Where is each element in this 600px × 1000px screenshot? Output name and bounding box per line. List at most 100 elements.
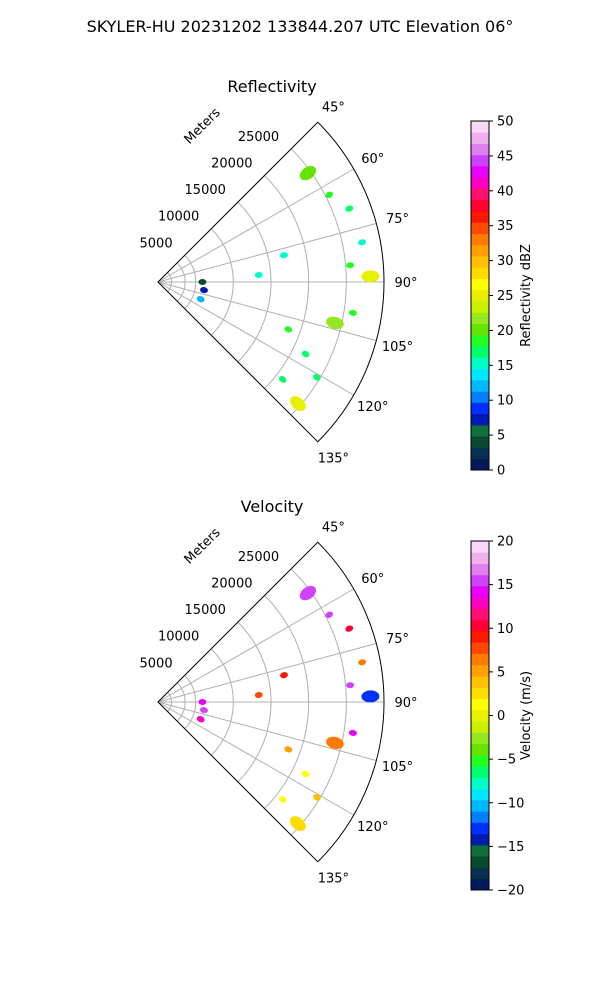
azimuth-spoke (157, 643, 377, 703)
colorbar-segment (471, 357, 489, 370)
colorbar-tick-label: 20 (497, 324, 514, 339)
colorbar-segment (471, 267, 489, 280)
colorbar-segment (471, 586, 489, 598)
echo-cell (358, 239, 367, 246)
panel-title: Velocity (241, 497, 304, 516)
colorbar-segment (471, 177, 489, 189)
azimuth-tick-label: 90° (394, 696, 417, 711)
azimuth-spoke (157, 168, 354, 283)
colorbar-segment (471, 256, 489, 268)
colorbar-segment (471, 132, 489, 144)
azimuth-tick-label: 45° (322, 101, 345, 116)
colorbar-segment (471, 301, 489, 313)
colorbar-segment (471, 799, 489, 812)
colorbar-segment (471, 687, 489, 700)
echo-cell (290, 396, 306, 412)
colorbar-segment (471, 676, 489, 688)
echo-cell (301, 350, 310, 358)
colorbar-segment (471, 721, 489, 733)
colorbar-segment (471, 278, 489, 291)
colorbar-segment (471, 552, 489, 564)
colorbar-segment (471, 312, 489, 325)
range-axis-label: Meters (182, 525, 224, 567)
colorbar-tick-label: 35 (497, 219, 514, 234)
reflectivity-panel: Reflectivity 45° 60° 75° 90° 105° 120° 135° 5000… (140, 77, 534, 479)
range-tick-label: 25000 (238, 550, 279, 565)
azimuth-spoke (157, 223, 377, 283)
colorbar-tick-label: 0 (497, 709, 505, 724)
echo-cell (200, 707, 208, 714)
echo-cell (198, 699, 207, 705)
colorbar-segment (471, 424, 489, 437)
colorbar-tick-label: 10 (497, 394, 514, 409)
colorbar-segment (471, 323, 489, 336)
echo-cell (290, 816, 306, 832)
colorbar-segment (471, 154, 489, 167)
colorbar-tick-label: 45 (497, 149, 514, 164)
echo-cell (299, 585, 316, 601)
colorbar-segment (471, 211, 489, 223)
azimuth-tick-label: 135° (318, 871, 349, 886)
azimuth-spoke (157, 588, 354, 703)
colorbar-segment (471, 391, 489, 403)
range-tick-label: 20000 (211, 577, 252, 592)
azimuth-spoke (157, 281, 377, 341)
colorbar-segment (471, 833, 489, 846)
echo-cell (198, 279, 207, 285)
sector-frame (157, 121, 385, 443)
colorbar-segment (471, 811, 489, 823)
colorbar-tick-label: −5 (497, 753, 516, 768)
range-tick-label: 25000 (238, 130, 279, 145)
azimuth-tick-label: 90° (394, 276, 417, 291)
colorbar-segment (471, 222, 489, 234)
colorbar-tick-label: 15 (497, 359, 514, 374)
echo-cell (301, 770, 310, 778)
colorbar-segment (471, 458, 489, 471)
azimuth-spoke (157, 281, 354, 396)
colorbar-segment (471, 574, 489, 587)
echo-cell (348, 729, 357, 736)
echo-cell (358, 659, 367, 666)
colorbar-tick-label: 0 (497, 464, 505, 479)
colorbar-segment (471, 233, 489, 246)
velocity-panel: Velocity 45° 60° 75° 90° 105° 120° 135° 5000 1000… (140, 497, 534, 899)
azimuth-tick-label: 75° (386, 212, 409, 227)
colorbar-segment (471, 788, 489, 801)
echo-cell (299, 165, 316, 181)
azimuth-tick-label: 75° (386, 632, 409, 647)
colorbar-segment (471, 642, 489, 654)
azimuth-tick-label: 105° (382, 760, 413, 775)
echo-cell (196, 296, 205, 303)
colorbar-tick-label: 5 (497, 665, 505, 680)
colorbar-segment (471, 368, 489, 381)
colorbar-label: Reflectivity dBZ (519, 244, 534, 347)
azimuth-tick-label: 60° (361, 572, 384, 587)
echo-cell (345, 625, 354, 632)
echo-cell (313, 374, 321, 381)
colorbar-tick-label: 40 (497, 184, 514, 199)
colorbar-tick-label: 25 (497, 289, 514, 304)
echo-cell (279, 795, 287, 803)
colorbar-segment (471, 334, 489, 347)
echo-cell (361, 690, 380, 703)
colorbar-segment (471, 878, 489, 891)
echo-cell (254, 691, 263, 699)
colorbar-segment (471, 653, 489, 666)
echo-cell (325, 611, 334, 619)
colorbar-segment (471, 754, 489, 767)
colorbar-segment (471, 244, 489, 257)
range-tick-label: 5000 (140, 236, 173, 251)
colorbar-segment (471, 379, 489, 392)
echo-cell (279, 375, 287, 383)
figure-title: SKYLER-HU 20231202 133844.207 UTC Elevat… (87, 17, 514, 36)
colorbar-tick-label: 30 (497, 254, 514, 269)
colorbar-tick-label: 5 (497, 429, 505, 444)
colorbar-segment (471, 436, 489, 448)
colorbar-segment (471, 732, 489, 745)
panel-title: Reflectivity (227, 77, 316, 96)
colorbar-segment (471, 413, 489, 426)
colorbar-segment (471, 199, 489, 212)
colorbar-segment (471, 777, 489, 790)
colorbar-segment (471, 188, 489, 201)
